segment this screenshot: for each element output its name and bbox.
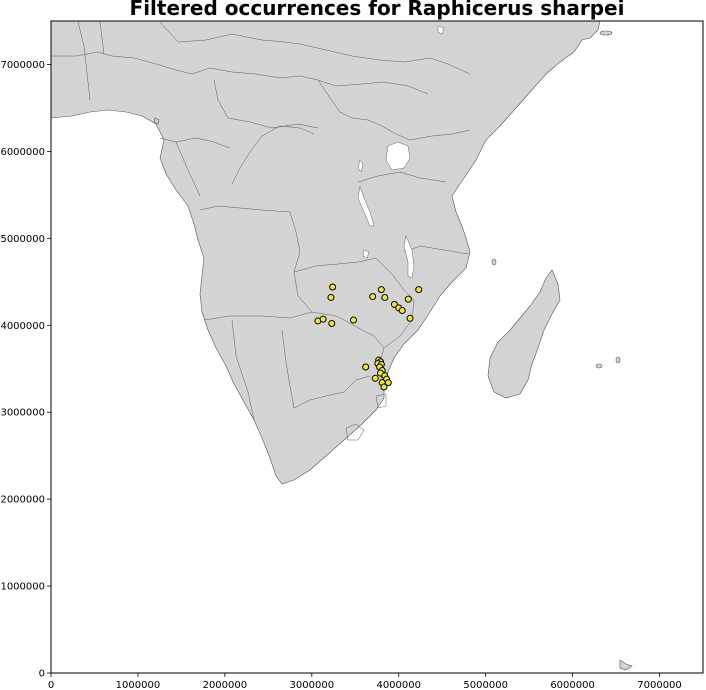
- map-basemap: [51, 21, 633, 671]
- lake-kivu: [357, 159, 364, 173]
- occurrence-point: [327, 293, 335, 301]
- x-tick-label: 5000000: [463, 680, 508, 690]
- y-tick-label: 3000000: [0, 408, 45, 419]
- y-tick-label: 5000000: [0, 234, 45, 245]
- x-tick-label: 7000000: [637, 680, 682, 690]
- occurrence-point: [371, 374, 379, 382]
- occurrence-points: [314, 283, 423, 391]
- lake-mweru: [362, 249, 370, 259]
- y-tick-label: 2000000: [0, 495, 45, 506]
- plot-frame: [50, 20, 704, 674]
- occurrence-point: [328, 320, 336, 328]
- y-tick-label: 1000000: [0, 582, 45, 593]
- axis-ticks: 0 1000000 2000000 3000000 4000000 5000000 6000…: [0, 60, 681, 690]
- occurrence-point: [381, 293, 389, 301]
- island-bioko: [153, 117, 160, 125]
- lake-malawi: [403, 235, 415, 279]
- lake-tana: [437, 25, 445, 35]
- occurrence-point: [369, 293, 377, 301]
- occurrence-point: [415, 286, 423, 294]
- y-tick-label: 6000000: [0, 147, 45, 158]
- occurrence-point: [319, 315, 327, 323]
- x-tick-label: 1000000: [116, 680, 161, 690]
- island-comoros: [491, 258, 497, 266]
- x-tick-label: 4000000: [376, 680, 421, 690]
- island-reunion: [595, 363, 603, 369]
- x-tick-label: 6000000: [550, 680, 595, 690]
- island-mauritius: [615, 356, 621, 364]
- x-tick-label: 2000000: [203, 680, 248, 690]
- occurrence-point: [398, 306, 406, 314]
- occurrence-point: [404, 295, 412, 303]
- occurrence-point: [350, 316, 358, 324]
- occurrence-point: [377, 286, 385, 294]
- occurrence-point: [362, 363, 370, 371]
- madagascar: [487, 269, 561, 399]
- occurrence-point: [384, 379, 392, 387]
- x-tick-label: 3000000: [290, 680, 335, 690]
- africa-landmass: [51, 21, 601, 485]
- occurrence-point: [406, 314, 414, 322]
- occurrence-point: [329, 283, 337, 291]
- occurrence-point: [380, 383, 388, 391]
- chart-title: Filtered occurrences for Raphicerus shar…: [130, 0, 625, 20]
- y-tick-label: 7000000: [0, 60, 45, 71]
- river-congo: [231, 125, 315, 185]
- country-borders: [51, 21, 471, 441]
- island-zanzibar: [599, 30, 613, 36]
- y-tick-label: 0: [39, 669, 45, 680]
- y-tick-label: 4000000: [0, 321, 45, 332]
- x-tick-label: 0: [48, 680, 54, 690]
- lake-tanganyika: [357, 185, 375, 227]
- lake-victoria: [385, 141, 411, 171]
- island-prince-edward: [619, 659, 633, 671]
